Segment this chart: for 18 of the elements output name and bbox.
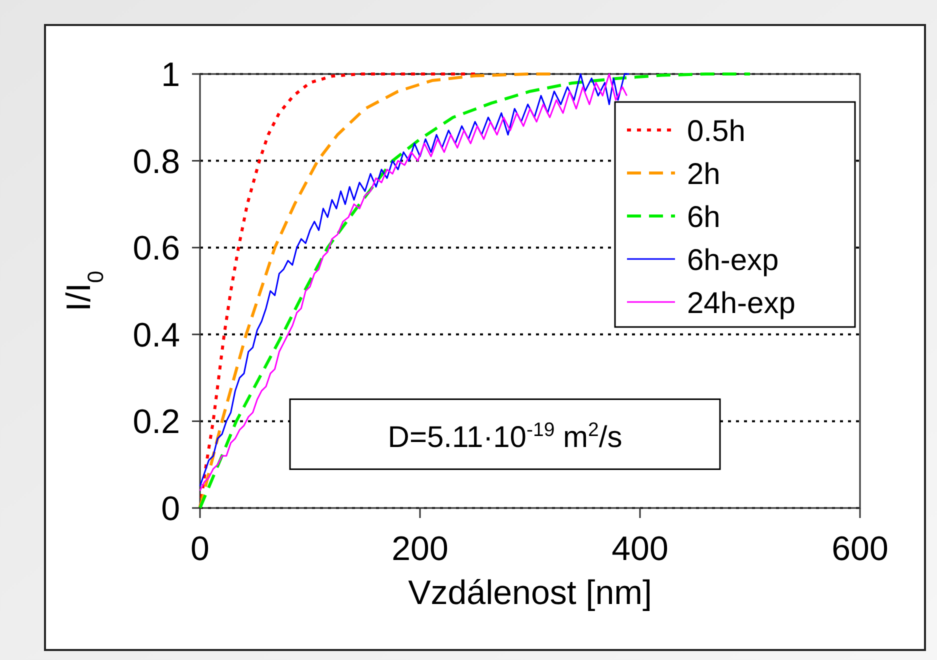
legend-label: 0.5h xyxy=(687,115,746,148)
annotation: D=5.11·10$^{-19}$ m$^{2}$/s xyxy=(388,419,622,454)
text-box: D=5.11·10$^{-19}$ m$^{2}$/s xyxy=(289,398,721,470)
y-tick-label: 0 xyxy=(161,490,180,528)
x-axis-title: Vzdálenost [nm] xyxy=(408,574,652,612)
y-tick-label: 0.6 xyxy=(132,230,180,268)
y-tick-label: 1 xyxy=(161,56,180,94)
x-tick-label: 0 xyxy=(190,530,210,568)
legend-label: 6h-exp xyxy=(687,244,779,277)
legend-label: 2h xyxy=(687,158,720,191)
x-tick-label: 600 xyxy=(832,530,888,568)
legend-label: 6h xyxy=(687,201,720,234)
y-tick-label: 0.8 xyxy=(132,142,180,181)
x-tick-label: 200 xyxy=(392,530,448,568)
x-tick-label: 400 xyxy=(612,530,668,568)
legend-label: 24h-exp xyxy=(687,287,796,320)
y-tick-label: 0.2 xyxy=(132,403,180,442)
y-tick-label: 0.4 xyxy=(132,316,180,354)
